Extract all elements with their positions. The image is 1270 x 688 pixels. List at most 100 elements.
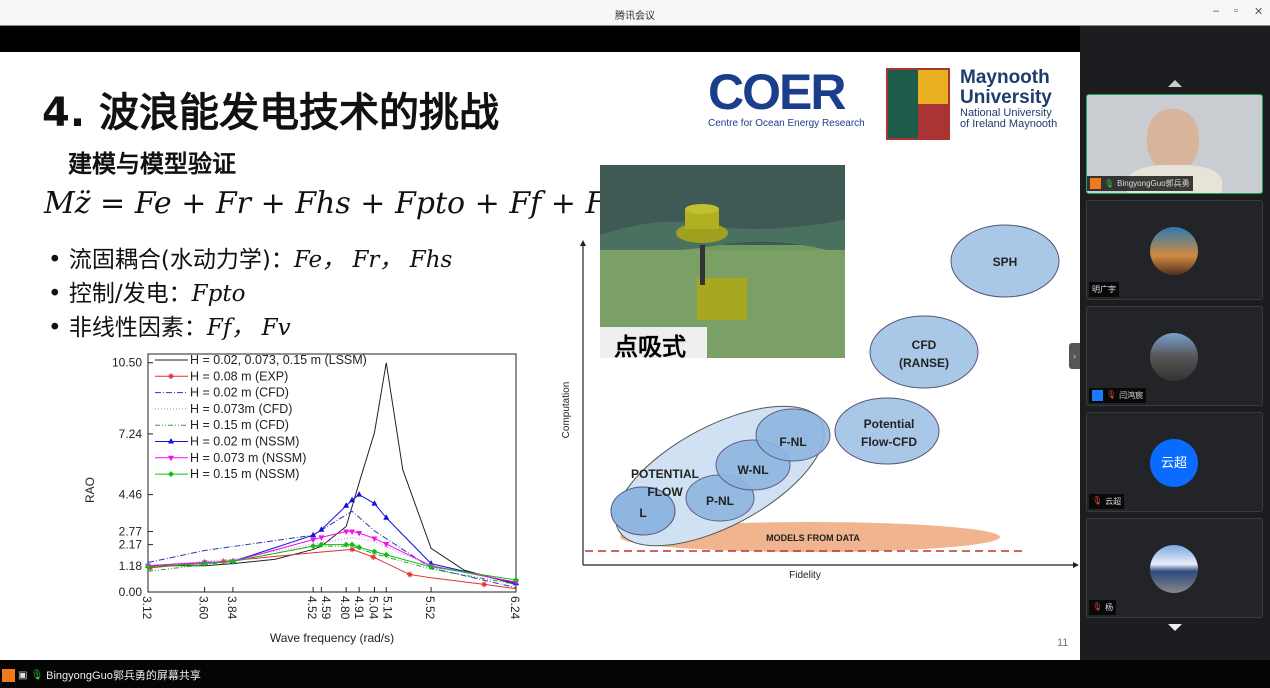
diagram-label: Flow-CFD xyxy=(861,435,917,449)
maynooth-logo: Maynooth University National University … xyxy=(960,68,1057,131)
coer-caption: Centre for Ocean Energy Research xyxy=(708,118,865,129)
avatar xyxy=(1150,227,1198,275)
title-bar: 腾讯会议 – ▫ ✕ xyxy=(0,0,1270,26)
host-icon xyxy=(1090,178,1101,189)
y-tick-label: 10.50 xyxy=(112,356,142,370)
diagram-label: FLOW xyxy=(647,485,683,499)
data-point xyxy=(356,491,363,497)
minimize-button[interactable]: – xyxy=(1213,5,1220,17)
mic-muted-icon: 🎙 xyxy=(1092,602,1103,611)
bullet-math: Fe， Fr， Fhs xyxy=(293,247,453,273)
data-point xyxy=(383,514,390,520)
speaker-video xyxy=(1147,109,1199,171)
data-point xyxy=(371,548,378,555)
data-point xyxy=(229,558,236,565)
coer-logo-text: COER xyxy=(708,64,846,120)
x-tick-label: 3.60 xyxy=(197,596,211,620)
sph-ellipse xyxy=(950,224,1060,298)
x-tick-label: 3.84 xyxy=(225,596,239,620)
y-tick-label: 1.18 xyxy=(119,559,143,573)
diagram-label: F-NL xyxy=(779,435,806,449)
data-point xyxy=(349,541,356,548)
potential-flow-cfd-ellipse xyxy=(834,397,940,465)
legend-entry: H = 0.02 m (CFD) xyxy=(190,386,289,400)
scroll-down-icon[interactable] xyxy=(1168,624,1182,631)
participant-tile-video[interactable]: 🎙 BingyongGuo郭兵勇 xyxy=(1086,94,1263,194)
fidelity-diagram: MODELS FROM DATA SPH CFD (RANSE) Potenti… xyxy=(561,224,1079,581)
window-title: 腾讯会议 xyxy=(615,11,655,22)
participant-tile[interactable]: 云超 🎙 云超 xyxy=(1086,412,1263,512)
maynooth-line: of Ireland Maynooth xyxy=(960,118,1058,131)
diagram-label: (RANSE) xyxy=(899,356,949,370)
y-tick-label: 0.00 xyxy=(119,585,143,599)
data-point xyxy=(370,554,377,561)
bullet-math: Fpto xyxy=(191,281,246,307)
coer-logo: COER Centre for Ocean Energy Research xyxy=(708,66,865,129)
rao-chart: 0.00 1.18 2.172.77 4.46 7.24 10.50 3.12 3.60 3.8… xyxy=(83,353,522,645)
legend-entry: H = 0.08 m (EXP) xyxy=(190,369,288,383)
shared-slide: 4. 波浪能发电技术的挑战 建模与模型验证 Mz̈ = Fe + Fr + Fh… xyxy=(0,52,1080,660)
close-button[interactable]: ✕ xyxy=(1254,6,1264,18)
data-point xyxy=(349,496,356,503)
diagram-label: P-NL xyxy=(706,494,734,508)
data-point xyxy=(349,529,356,536)
plot-frame xyxy=(147,353,517,593)
participant-name: 明广宇 xyxy=(1089,282,1119,297)
data-point xyxy=(343,502,350,508)
participant-name: 闫鸿宸 xyxy=(1119,391,1144,400)
data-point xyxy=(318,526,325,532)
bullet-1: • 流固耦合(水动力学)：Fe， Fr， Fhs xyxy=(48,247,453,273)
maximize-button[interactable]: ▫ xyxy=(1234,5,1238,17)
L-ellipse xyxy=(610,486,676,536)
scroll-up-icon[interactable] xyxy=(1168,80,1182,87)
bullet-text: 控制/发电： xyxy=(68,281,192,307)
participant-tile[interactable]: 明广宇 xyxy=(1086,200,1263,300)
participant-name-tag: 🎙 闫鸿宸 xyxy=(1089,388,1147,403)
data-point xyxy=(513,576,519,583)
bullet-math: Ff， Fv xyxy=(206,315,291,341)
participant-tile[interactable]: 🎙 闫鸿宸 xyxy=(1086,306,1263,406)
image-caption: 点吸式 xyxy=(600,327,707,358)
data-point xyxy=(145,563,151,570)
mic-on-icon: 🎙 xyxy=(30,669,44,681)
y-tick-label: 7.24 xyxy=(119,427,143,441)
x-tick-label: 4.52 xyxy=(305,596,319,620)
diagram-label: POTENTIAL xyxy=(631,467,699,481)
maynooth-line: National University xyxy=(960,106,1052,119)
x-tick-label: 6.24 xyxy=(508,596,522,620)
x-tick-label: 4.91 xyxy=(352,596,366,620)
data-point xyxy=(356,531,363,537)
collapse-panel-button[interactable]: › xyxy=(1069,343,1080,369)
data-point xyxy=(371,536,378,543)
cfd-ellipse xyxy=(869,315,979,389)
x-tick-label: 4.80 xyxy=(338,596,352,620)
share-text: BingyongGuo郭兵勇的屏幕共享 xyxy=(46,670,201,682)
equation: Mz̈ = Fe + Fr + Fhs + Fpto + Ff + Fv xyxy=(44,186,624,221)
avatar xyxy=(1150,545,1198,593)
data-point xyxy=(343,541,350,548)
y-tick-label: 4.46 xyxy=(119,488,143,502)
y-tick-label: 2.17 xyxy=(119,538,143,552)
bullet-2: • 控制/发电：Fpto xyxy=(48,281,246,307)
series-line xyxy=(147,494,517,584)
maynooth-line: Maynooth xyxy=(960,67,1050,88)
data-point xyxy=(343,529,350,536)
diagram-y-label: Computation xyxy=(561,382,572,439)
participant-name-tag: 🎙 云超 xyxy=(1089,494,1125,509)
legend-entry: H = 0.02, 0.073, 0.15 m (LSSM) xyxy=(190,353,367,367)
share-indicator: ▣ 🎙 BingyongGuo郭兵勇的屏幕共享 xyxy=(2,667,201,683)
data-point xyxy=(481,581,488,588)
participant-tile[interactable]: 🎙 杨 xyxy=(1086,518,1263,618)
participant-name: BingyongGuo郭兵勇 xyxy=(1117,179,1190,188)
avatar: 云超 xyxy=(1150,439,1198,487)
diagram-label: SPH xyxy=(993,255,1018,269)
data-point xyxy=(201,560,208,567)
data-point xyxy=(168,455,174,462)
data-point xyxy=(168,438,174,444)
participant-name-tag: 🎙 杨 xyxy=(1089,600,1117,615)
y-axis-label: RAO xyxy=(83,477,97,503)
data-point xyxy=(310,543,317,550)
data-point xyxy=(371,500,378,506)
mic-on-icon: 🎙 xyxy=(1104,179,1115,188)
data-point xyxy=(318,541,325,548)
